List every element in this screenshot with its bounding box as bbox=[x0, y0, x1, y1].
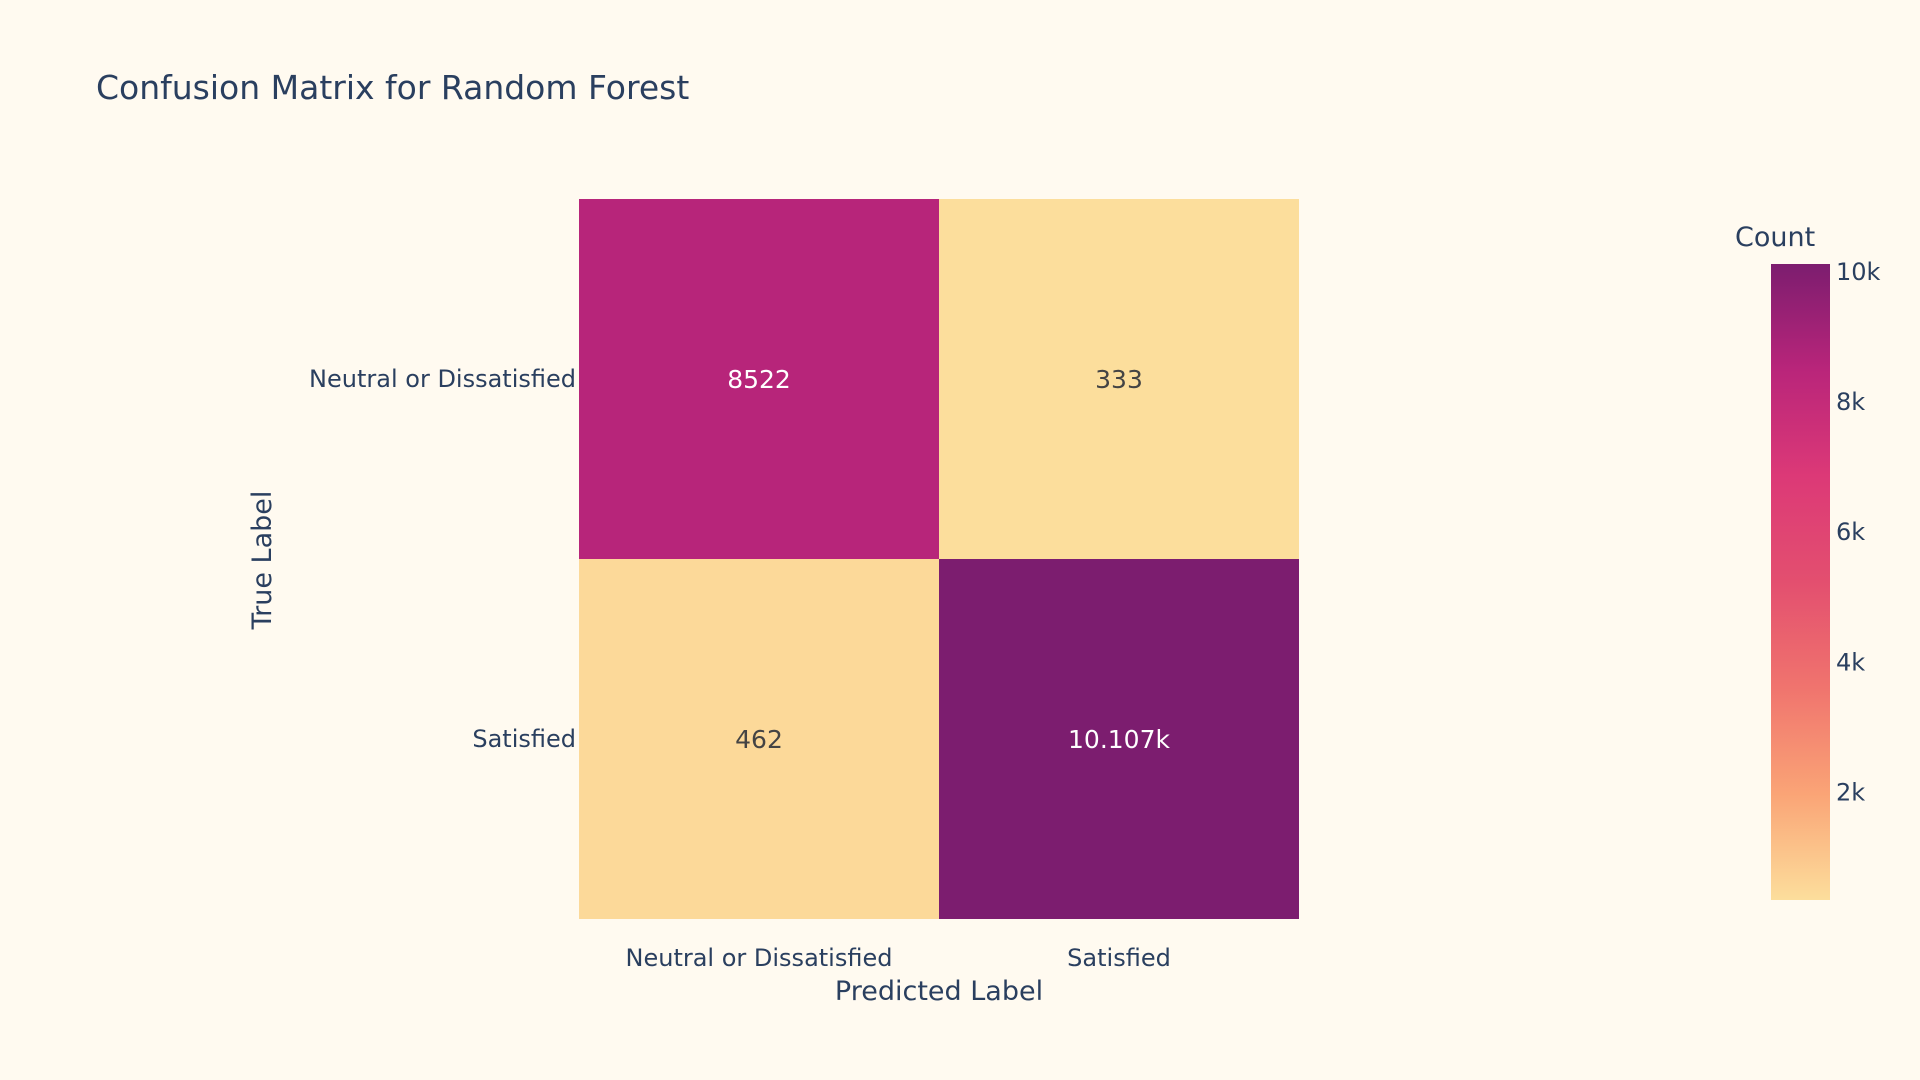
colorbar-title: Count bbox=[1735, 222, 1815, 253]
cell-value-label: 333 bbox=[1095, 365, 1143, 394]
colorbar-tick-label: 4k bbox=[1836, 648, 1865, 676]
colorbar-gradient bbox=[1771, 264, 1830, 900]
colorbar: Count 2k 4k 6k 8k 10k bbox=[1735, 222, 1881, 900]
cell-value-label: 10.107k bbox=[1068, 725, 1170, 754]
cell-value-label: 462 bbox=[735, 725, 783, 754]
y-axis-ticks: Neutral or Dissatisfied Satisfied bbox=[309, 365, 576, 753]
cell-value-label: 8522 bbox=[727, 365, 791, 394]
heatmap-cell bbox=[939, 199, 1299, 559]
heatmap-cell bbox=[939, 559, 1299, 919]
colorbar-tick-label: 6k bbox=[1836, 518, 1865, 546]
x-axis-ticks: Neutral or Dissatisfied Satisfied bbox=[626, 944, 1171, 972]
heatmap-cell bbox=[579, 199, 939, 559]
x-tick-label: Neutral or Dissatisfied bbox=[626, 944, 893, 972]
chart-title: Confusion Matrix for Random Forest bbox=[96, 68, 689, 107]
y-tick-label: Satisfied bbox=[472, 725, 576, 753]
y-tick-label: Neutral or Dissatisfied bbox=[309, 365, 576, 393]
x-axis-title: Predicted Label bbox=[835, 976, 1043, 1007]
heatmap-cells: 8522 333 462 10.107k bbox=[579, 199, 1299, 919]
colorbar-tick-label: 2k bbox=[1836, 779, 1865, 807]
colorbar-tick-label: 8k bbox=[1836, 388, 1865, 416]
x-tick-label: Satisfied bbox=[1067, 944, 1171, 972]
heatmap-cell bbox=[579, 559, 939, 919]
colorbar-tick-label: 10k bbox=[1836, 258, 1881, 286]
y-axis-title: True Label bbox=[247, 491, 278, 631]
